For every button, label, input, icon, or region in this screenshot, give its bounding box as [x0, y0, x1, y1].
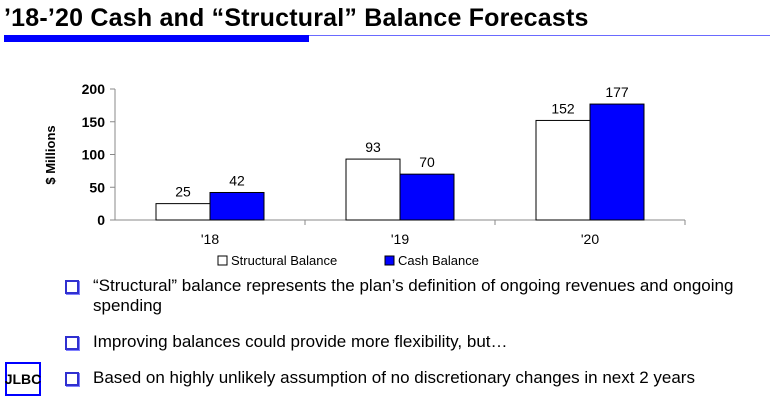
data-label: 25 [175, 184, 191, 200]
y-tick-label: 50 [89, 179, 105, 195]
data-label: 177 [605, 84, 629, 100]
x-tick-label: '18 [201, 231, 219, 247]
checkbox-bullet-icon [65, 372, 79, 386]
checkbox-bullet-icon [65, 336, 79, 350]
bullet-item: Improving balances could provide more fl… [65, 332, 765, 352]
y-tick-label: 150 [82, 114, 106, 130]
y-tick-label: 100 [82, 147, 106, 163]
data-label: 152 [551, 100, 575, 116]
bullet-list: “Structural” balance represents the plan… [65, 276, 765, 404]
bullet-text: Based on highly unlikely assumption of n… [93, 368, 695, 387]
x-tick-label: '19 [391, 231, 409, 247]
checkbox-bullet-icon [65, 280, 79, 294]
legend-swatch [217, 255, 228, 266]
legend-swatch [384, 255, 395, 266]
title-rule [4, 35, 770, 36]
logo-text: JLBC [4, 371, 42, 387]
bar-structural-balance [535, 119, 591, 221]
bullet-item: Based on highly unlikely assumption of n… [65, 368, 765, 388]
data-label: 70 [419, 154, 435, 170]
y-tick-label: 200 [82, 81, 106, 97]
bar-cash-balance [399, 173, 455, 221]
y-tick-label: 0 [97, 212, 105, 228]
bar-cash-balance [589, 103, 645, 221]
bullet-text: “Structural” balance represents the plan… [93, 276, 734, 315]
legend-label: Cash Balance [398, 253, 479, 268]
legend-label: Structural Balance [231, 253, 337, 268]
data-label: 42 [229, 172, 245, 188]
bar-structural-balance [345, 158, 401, 221]
slide-title: ’18-’20 Cash and “Structural” Balance Fo… [4, 4, 589, 32]
bar-cash-balance [209, 191, 265, 221]
x-tick-label: '20 [581, 231, 599, 247]
jlbc-logo: JLBC [5, 362, 41, 396]
bullet-text: Improving balances could provide more fl… [93, 332, 508, 351]
bar-chart: 0 50 100 150 200 $ Millions '18 25 42 '19 93 70 '20 1… [43, 81, 686, 268]
title-accent-bar [4, 35, 309, 42]
bullet-item: “Structural” balance represents the plan… [65, 276, 765, 316]
y-axis-label: $ Millions [43, 125, 58, 184]
bar-structural-balance [155, 203, 211, 221]
data-label: 93 [365, 139, 381, 155]
